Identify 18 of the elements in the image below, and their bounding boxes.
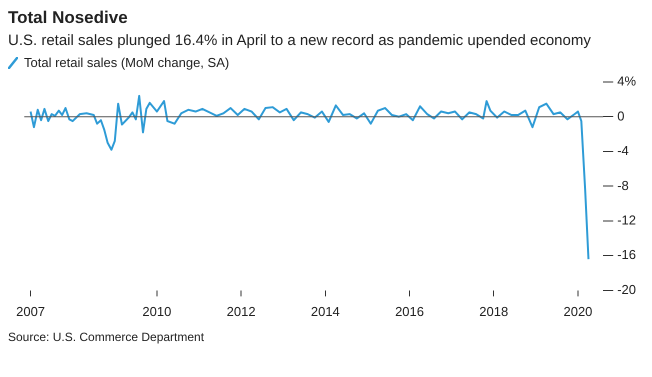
y-tick-label: -16	[617, 247, 636, 262]
y-tick-label: -20	[617, 282, 636, 297]
chart-title: Total Nosedive	[8, 8, 129, 28]
source-note: Source: U.S. Commerce Department	[8, 330, 206, 344]
x-tick-label: 2014	[310, 304, 340, 319]
x-tick-label: 2020	[563, 304, 592, 319]
y-tick-label: -12	[617, 212, 636, 228]
y-tick-label: 0	[617, 108, 624, 124]
x-tick-label: 2012	[226, 304, 256, 319]
legend-label: Total retail sales (MoM change, SA)	[24, 55, 230, 70]
y-tick-label: -8	[617, 178, 629, 193]
x-tick-label: 2010	[142, 304, 172, 319]
y-tick-label: -4	[617, 143, 629, 158]
chart-subtitle: U.S. retail sales plunged 16.4% in April to a new record as pandemic upended economy	[8, 32, 592, 49]
x-tick-label: 2016	[395, 304, 424, 319]
y-tick-label: 4%	[617, 74, 636, 89]
x-tick-label: 2018	[479, 304, 508, 319]
x-tick-label: 2007	[16, 304, 46, 319]
